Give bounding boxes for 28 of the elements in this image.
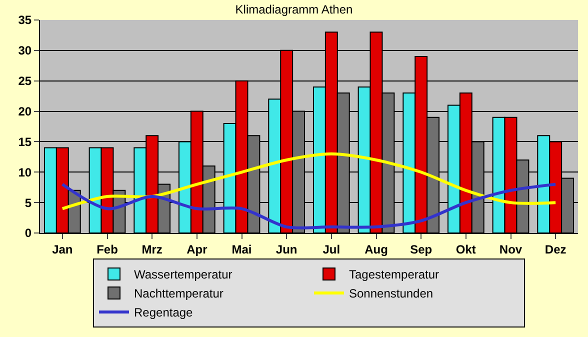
- x-tick-label: Okt: [456, 242, 476, 256]
- chart-title: Klimadiagramm Athen: [235, 2, 353, 16]
- y-tick-label: 35: [18, 13, 32, 28]
- legend-label: Nachttemperatur: [134, 286, 224, 301]
- y-tick-label: 5: [24, 196, 32, 210]
- line-series: [60, 182, 558, 230]
- x-tick-label: Apr: [186, 242, 208, 256]
- y-tick-label: 10: [18, 165, 32, 180]
- y-tick-label: 0: [24, 226, 32, 240]
- line-series: [60, 152, 558, 210]
- x-tick-label: Aug: [364, 242, 388, 256]
- x-tick-label: Jun: [276, 242, 298, 256]
- x-tick-label: Dez: [544, 242, 566, 256]
- x-tick-label: Feb: [96, 242, 118, 256]
- y-tick-label: 30: [18, 44, 32, 58]
- x-tick-label: Mai: [232, 242, 252, 256]
- x-tick-label: Nov: [499, 242, 522, 256]
- legend-label: Tagestemperatur: [349, 268, 440, 282]
- legend-label: Wassertemperatur: [134, 268, 232, 282]
- y-tick-label: 25: [18, 74, 32, 88]
- x-tick-label: Jan: [52, 242, 73, 256]
- legend-label: Regentage: [134, 306, 194, 320]
- x-tick-label: Jul: [322, 242, 340, 256]
- x-tick-label: Mrz: [142, 242, 162, 256]
- y-tick-label: 20: [18, 104, 32, 118]
- x-tick-label: Sep: [410, 242, 432, 256]
- legend-label: Sonnenstunden: [349, 286, 434, 301]
- y-tick-label: 15: [18, 134, 32, 149]
